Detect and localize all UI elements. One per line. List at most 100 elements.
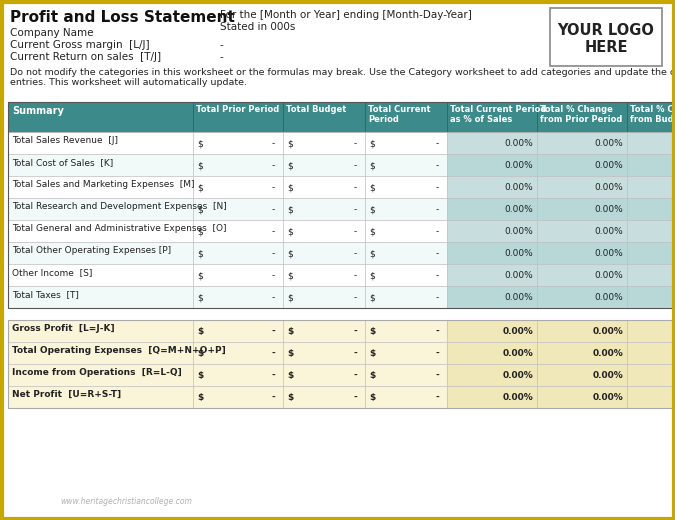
Text: 0.00%: 0.00% [594, 139, 623, 148]
Text: $: $ [197, 161, 202, 170]
Text: Profit and Loss Statement: Profit and Loss Statement [10, 10, 235, 25]
Text: -: - [354, 205, 357, 214]
Bar [283, 342, 365, 364]
Text: Total Other Operating Expenses [P]: Total Other Operating Expenses [P] [12, 246, 171, 255]
Text: $: $ [287, 327, 293, 336]
Text: For the [Month or Year] ending [Month-Day-Year]: For the [Month or Year] ending [Month-Da… [220, 10, 472, 20]
Text: $: $ [197, 227, 202, 236]
Text: Current Gross margin  [L/J]: Current Gross margin [L/J] [10, 40, 150, 50]
Text: $: $ [197, 293, 202, 302]
Text: -: - [220, 40, 223, 50]
Text: 0.00%: 0.00% [592, 371, 623, 380]
Text: $: $ [369, 249, 375, 258]
Text: Total Cost of Sales  [K]: Total Cost of Sales [K] [12, 158, 113, 167]
Text: -: - [436, 271, 439, 280]
Text: 0.00%: 0.00% [504, 249, 533, 258]
Text: Current Return on sales  [T/J]: Current Return on sales [T/J] [10, 52, 161, 62]
Text: -: - [436, 183, 439, 192]
Text: -: - [435, 349, 439, 358]
Text: 0.00%: 0.00% [594, 227, 623, 236]
Bar [8, 176, 193, 198]
Bar [365, 176, 447, 198]
Bar [193, 286, 283, 308]
Bar [447, 242, 537, 264]
Text: $: $ [197, 327, 203, 336]
Bar [8, 102, 193, 132]
Bar [537, 364, 627, 386]
Text: $: $ [287, 139, 293, 148]
Text: -: - [272, 205, 275, 214]
Bar [365, 132, 447, 154]
Text: -: - [353, 393, 357, 402]
Text: -: - [354, 161, 357, 170]
Bar [193, 154, 283, 176]
Text: $: $ [197, 205, 202, 214]
Text: Total Operating Expenses  [Q=M+N+O+P]: Total Operating Expenses [Q=M+N+O+P] [12, 346, 225, 355]
Bar [627, 176, 675, 198]
Text: 0.00%: 0.00% [504, 183, 533, 192]
Text: $: $ [369, 161, 375, 170]
Text: 0.00%: 0.00% [594, 205, 623, 214]
Text: $: $ [197, 371, 203, 380]
Text: Total Current Period
as % of Sales: Total Current Period as % of Sales [450, 105, 546, 124]
Text: $: $ [197, 349, 203, 358]
Bar [8, 286, 193, 308]
Text: -: - [354, 227, 357, 236]
Text: 0.00%: 0.00% [592, 349, 623, 358]
Text: Total Budget: Total Budget [286, 105, 346, 114]
Text: www.heritagechristiancollege.com: www.heritagechristiancollege.com [60, 497, 192, 506]
Text: Total Taxes  [T]: Total Taxes [T] [12, 290, 79, 299]
Bar [193, 132, 283, 154]
Text: -: - [354, 293, 357, 302]
Text: -: - [272, 293, 275, 302]
Text: -: - [272, 183, 275, 192]
Text: 0.00%: 0.00% [502, 349, 533, 358]
Text: $: $ [287, 349, 293, 358]
Text: -: - [354, 183, 357, 192]
Bar [283, 286, 365, 308]
Text: $: $ [369, 139, 375, 148]
Bar [193, 176, 283, 198]
Bar [537, 132, 627, 154]
Text: Do not modify the categories in this worksheet or the formulas may break. Use th: Do not modify the categories in this wor… [10, 68, 675, 87]
Bar [627, 132, 675, 154]
Text: Stated in 000s: Stated in 000s [220, 22, 296, 32]
Bar [8, 342, 193, 364]
Text: Gross Profit  [L=J-K]: Gross Profit [L=J-K] [12, 324, 115, 333]
Text: $: $ [369, 371, 375, 380]
Text: Total Sales Revenue  [J]: Total Sales Revenue [J] [12, 136, 118, 145]
Text: -: - [271, 371, 275, 380]
Bar [537, 386, 627, 408]
Text: Other Income  [S]: Other Income [S] [12, 268, 92, 277]
Text: -: - [435, 327, 439, 336]
Text: -: - [272, 249, 275, 258]
Text: Net Profit  [U=R+S-T]: Net Profit [U=R+S-T] [12, 390, 121, 399]
Bar [627, 242, 675, 264]
Text: $: $ [287, 271, 293, 280]
Bar [193, 364, 283, 386]
Text: -: - [354, 271, 357, 280]
Text: $: $ [287, 249, 293, 258]
Text: $: $ [287, 205, 293, 214]
Text: -: - [271, 393, 275, 402]
Bar [365, 242, 447, 264]
Text: -: - [353, 371, 357, 380]
Bar [193, 320, 283, 342]
Bar [8, 320, 675, 408]
Bar [283, 320, 365, 342]
Bar [365, 386, 447, 408]
Text: $: $ [197, 139, 202, 148]
Bar [8, 308, 675, 320]
Bar [365, 342, 447, 364]
Bar [8, 198, 193, 220]
Bar [283, 176, 365, 198]
Text: -: - [272, 227, 275, 236]
Text: 0.00%: 0.00% [504, 227, 533, 236]
Text: -: - [353, 349, 357, 358]
Bar [8, 386, 193, 408]
Text: 0.00%: 0.00% [594, 161, 623, 170]
Bar [447, 264, 537, 286]
Text: -: - [272, 139, 275, 148]
Bar [537, 242, 627, 264]
Bar [283, 364, 365, 386]
